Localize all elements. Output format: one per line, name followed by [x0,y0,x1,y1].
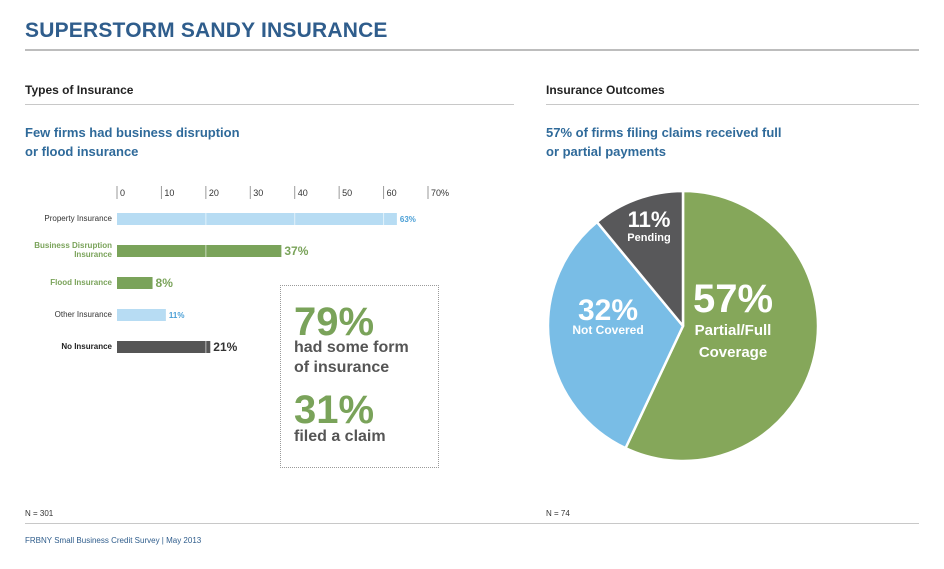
callout-text-insured: had some form of insurance [294,338,409,378]
x-tick-label: 30 [253,188,263,198]
footer-source: FRBNY Small Business Credit Survey | May… [25,536,202,545]
callout-text-insured-line1: had some form [294,339,409,356]
left-section-heading: Types of Insurance [25,83,134,97]
x-tick-label: 10 [164,188,174,198]
x-tick-label: 50 [342,188,352,198]
right-subtitle: 57% of firms filing claims received full… [546,123,782,161]
bar-value-label: 37% [284,244,308,258]
pie-slice [546,220,685,450]
pie-slice-label: Not Covered [572,323,643,337]
bar [117,277,153,289]
pie-slice-label-line2: Coverage [699,344,767,361]
page-title: SUPERSTORM SANDY INSURANCE [25,19,388,42]
bar-value-label: 63% [400,215,416,224]
right-section-divider [546,104,919,105]
left-subtitle-line1: Few firms had business disruption [25,125,240,140]
bar-category-label-line: No Insurance [61,341,112,351]
bar [117,245,282,257]
callout-pct-claim: 31% [294,388,375,432]
x-tick-label: 20 [209,188,219,198]
bar-value-label: 21% [213,340,237,354]
left-sample-size: N = 301 [25,509,54,518]
bar-category-label: Business Disruption Insurance [34,241,112,259]
pie-slice-label: Partial/Full [695,322,772,339]
right-subtitle-line1: 57% of firms filing claims received full [546,125,782,140]
bar-category-label-line: Other Insurance [54,309,112,319]
bar-category-label: Property Insurance [44,214,112,223]
x-tick-label: 40 [298,188,308,198]
footer-divider [25,523,919,524]
bar-category-label-line: Property Insurance [44,213,112,223]
callout-text-claim: filed a claim [294,428,386,445]
bar-category-label: No Insurance [61,342,112,351]
callout-text-insured-line2: of insurance [294,359,390,376]
bar-value-label: 8% [156,276,174,290]
bar [117,309,166,321]
insurance-callout-box: 79% had some form of insurance 31% filed… [280,285,439,468]
x-tick-label: 70% [431,188,449,198]
title-divider [25,49,919,51]
bar [117,341,211,353]
right-sample-size: N = 74 [546,509,570,518]
x-tick-label: 60 [387,188,397,198]
bar-category-label-line: Flood Insurance [50,277,112,287]
right-subtitle-line2: or partial payments [546,144,666,159]
x-tick-label: 0 [120,188,125,198]
bar-category-label-line: Insurance [74,250,112,259]
bar [117,213,397,225]
bar-category-label: Other Insurance [55,310,112,319]
left-subtitle: Few firms had business disruption or flo… [25,123,240,161]
bar-category-label: Flood Insurance [50,278,112,287]
callout-pct-insured: 79% [294,300,375,344]
pie-slice [624,189,820,463]
pie-slice-label: Pending [627,232,670,244]
pie-slice [595,189,685,328]
pie-pct-label: 11% [628,207,671,232]
pie-pct-label: 32% [578,294,638,327]
left-subtitle-line2: or flood insurance [25,144,139,159]
left-section-divider [25,104,514,105]
bar-value-label: 11% [169,311,185,320]
pie-pct-label: 57% [693,277,773,321]
bar-category-label-line: Business Disruption [34,241,112,250]
right-section-heading: Insurance Outcomes [546,83,665,97]
